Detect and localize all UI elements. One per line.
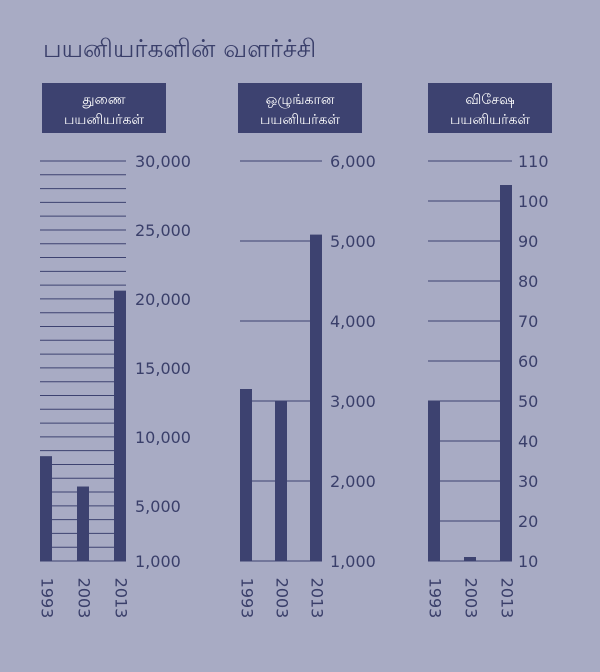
bar-2013 — [310, 234, 322, 561]
y-tick-label: 70 — [518, 312, 538, 331]
bar-2003 — [77, 486, 89, 561]
x-category-label: 1993 — [38, 578, 57, 619]
x-category-label: 1993 — [238, 578, 257, 619]
y-tick-label: 20,000 — [135, 290, 191, 309]
chart-2: ஒழுங்கான பயனியர்கள் 6,000 5,000 4,000 3,000 2,… — [238, 83, 376, 618]
y-tick-label: 30,000 — [135, 152, 191, 171]
x-category-label: 2003 — [462, 578, 481, 619]
y-tick-label: 80 — [518, 272, 538, 291]
bar-2003 — [464, 557, 476, 561]
y-tick-label: 30 — [518, 472, 538, 491]
y-tick-label: 6,000 — [330, 152, 376, 171]
chart-header-box — [42, 83, 166, 133]
y-tick-label: 10 — [518, 552, 538, 571]
y-tick-label: 3,000 — [330, 392, 376, 411]
x-category-label: 2013 — [112, 578, 131, 619]
bar-1993 — [240, 389, 252, 561]
y-tick-label: 100 — [518, 192, 549, 211]
chart-header-line: பயனியர்கள் — [450, 112, 530, 128]
bar-2013 — [500, 185, 512, 561]
y-tick-label: 2,000 — [330, 472, 376, 491]
chart-3: விசேஷ பயனியர்கள் 110 100 90 80 70 60 50 40 30 20 10 1… — [426, 83, 552, 619]
x-category-label: 2013 — [308, 578, 327, 619]
y-tick-label: 1,000 — [135, 552, 181, 571]
x-category-label: 2003 — [75, 578, 94, 619]
x-category-label: 2013 — [498, 578, 517, 619]
y-tick-label: 50 — [518, 392, 538, 411]
y-tick-label: 15,000 — [135, 359, 191, 378]
bar-2013 — [114, 290, 126, 561]
chart-header-box — [428, 83, 552, 133]
y-tick-label: 25,000 — [135, 221, 191, 240]
y-tick-label: 60 — [518, 352, 538, 371]
chart-1: துணை பயனியர்கள் 30,000 25,000 20,000 15,000 10… — [38, 83, 191, 618]
x-category-label: 2003 — [273, 578, 292, 619]
chart-header-line: துணை — [82, 92, 125, 108]
bar-1993 — [40, 456, 52, 561]
y-tick-label: 5,000 — [330, 232, 376, 251]
y-tick-label: 40 — [518, 432, 538, 451]
y-tick-label: 110 — [518, 152, 549, 171]
y-tick-label: 20 — [518, 512, 538, 531]
y-tick-label: 10,000 — [135, 428, 191, 447]
y-tick-label: 1,000 — [330, 552, 376, 571]
y-tick-label: 90 — [518, 232, 538, 251]
chart-header-box — [238, 83, 362, 133]
bar-1993 — [428, 401, 440, 561]
chart-header-line: பயனியர்கள் — [260, 112, 340, 128]
bar-2003 — [275, 401, 287, 561]
x-category-label: 1993 — [426, 578, 445, 619]
page-title: பயனியர்களின் வளர்ச்சி — [43, 34, 317, 63]
chart-header-line: விசேஷ — [465, 92, 514, 108]
y-tick-label: 5,000 — [135, 497, 181, 516]
chart-header-line: பயனியர்கள் — [64, 112, 144, 128]
chart-header-line: ஒழுங்கான — [266, 92, 335, 109]
y-tick-label: 4,000 — [330, 312, 376, 331]
